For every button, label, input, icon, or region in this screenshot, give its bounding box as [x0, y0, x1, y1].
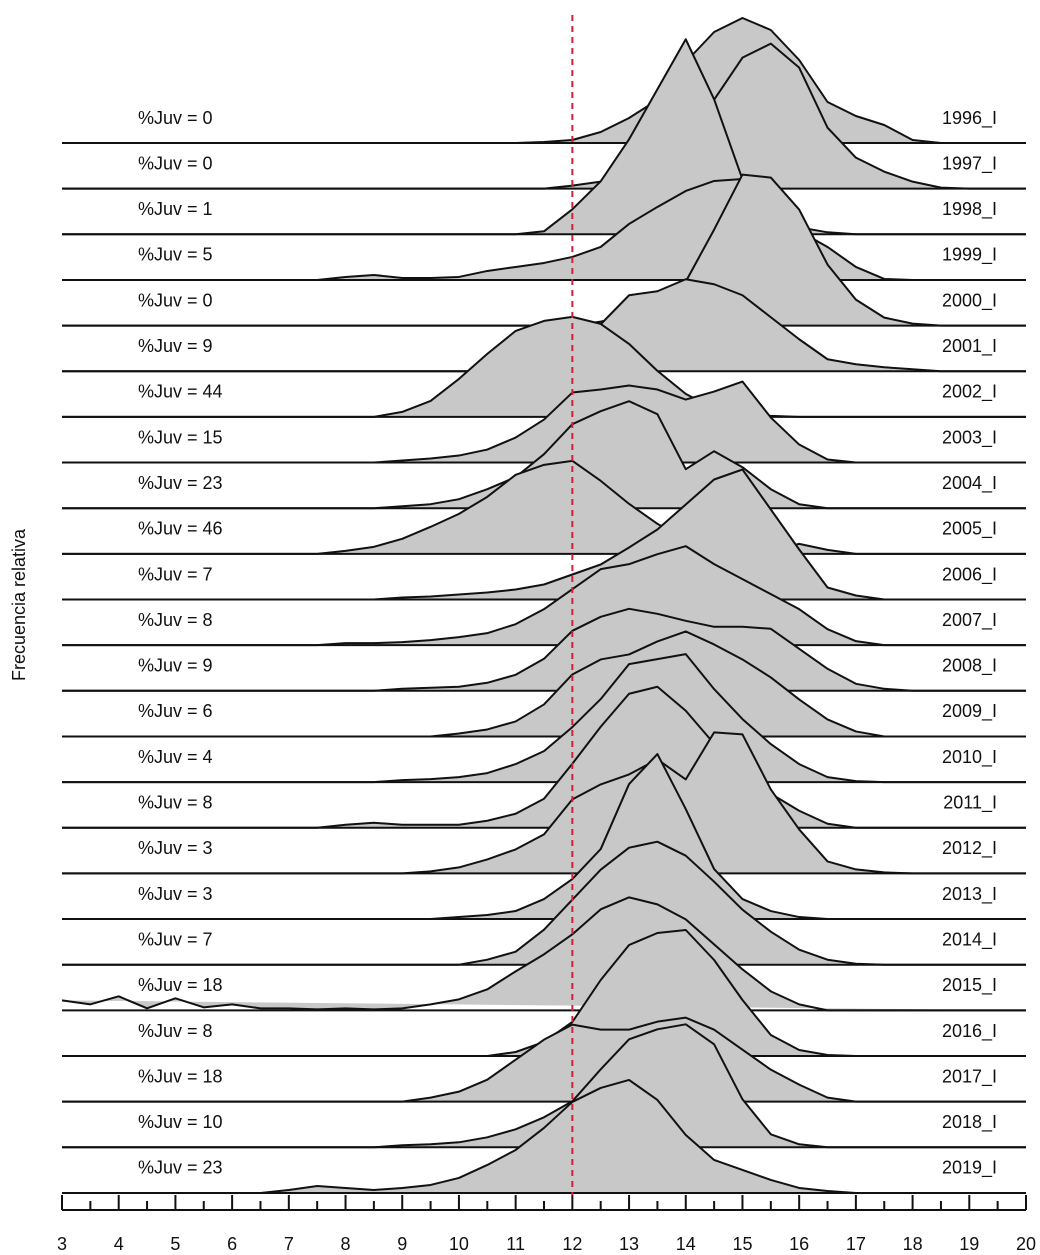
juv-label: %Juv = 3 — [138, 884, 213, 904]
x-tick-label: 7 — [284, 1234, 294, 1254]
juv-label: %Juv = 8 — [138, 610, 213, 630]
series-name: 2007_I — [942, 610, 997, 631]
series-name: 1998_I — [942, 199, 997, 220]
series-name: 2005_I — [942, 519, 997, 540]
juv-label: %Juv = 46 — [138, 519, 223, 539]
x-tick-label: 5 — [170, 1234, 180, 1254]
ridge — [62, 177, 1026, 281]
series-name: 2010_I — [942, 747, 997, 768]
juv-label: %Juv = 1 — [138, 199, 213, 219]
series-name: 2014_I — [942, 929, 997, 950]
series-name: 2002_I — [942, 382, 997, 403]
juv-label: %Juv = 44 — [138, 382, 223, 402]
juv-label: %Juv = 23 — [138, 473, 223, 493]
juv-label: %Juv = 0 — [138, 153, 213, 173]
x-tick-label: 10 — [449, 1234, 469, 1254]
x-tick-label: 12 — [562, 1234, 582, 1254]
juv-label: %Juv = 6 — [138, 701, 213, 721]
juv-label: %Juv = 9 — [138, 336, 213, 356]
juv-label: %Juv = 18 — [138, 1066, 223, 1086]
juv-label: %Juv = 8 — [138, 793, 213, 813]
x-tick-label: 16 — [789, 1234, 809, 1254]
series-name: 1996_I — [942, 108, 997, 129]
juv-label: %Juv = 5 — [138, 245, 213, 265]
juv-label: %Juv = 0 — [138, 290, 213, 310]
series-name: 2017_I — [942, 1066, 997, 1087]
x-tick-label: 9 — [397, 1234, 407, 1254]
series-name: 2016_I — [942, 1021, 997, 1042]
series-name: 2012_I — [942, 838, 997, 859]
x-tick-label: 8 — [341, 1234, 351, 1254]
series-name: 1997_I — [942, 153, 997, 174]
x-tick-label: 14 — [676, 1234, 696, 1254]
series-name: 2019_I — [942, 1158, 997, 1179]
series-name: 2018_I — [942, 1112, 997, 1133]
series-name: 2003_I — [942, 427, 997, 448]
series-name: 2015_I — [942, 975, 997, 996]
series-name: 2013_I — [942, 884, 997, 905]
x-tick-label: 17 — [846, 1234, 866, 1254]
series-name: 2001_I — [942, 336, 997, 357]
series-name: 2009_I — [942, 701, 997, 722]
x-tick-label: 6 — [227, 1234, 237, 1254]
juv-label: %Juv = 18 — [138, 975, 223, 995]
x-tick-label: 4 — [114, 1234, 124, 1254]
series-name: 2008_I — [942, 656, 997, 677]
x-tick-label: 19 — [959, 1234, 979, 1254]
x-tick-label: 3 — [57, 1234, 67, 1254]
juv-label: %Juv = 7 — [138, 929, 213, 949]
series-name: 2011_I — [943, 793, 997, 814]
juv-label: %Juv = 3 — [138, 838, 213, 858]
series-name: 1999_I — [942, 245, 997, 266]
series-name: 2000_I — [942, 290, 997, 311]
y-axis-label: Frecuencia relativa — [9, 528, 29, 681]
juv-label: %Juv = 23 — [138, 1158, 223, 1178]
series-name: 2006_I — [942, 564, 997, 585]
juv-label: %Juv = 0 — [138, 108, 213, 128]
juv-label: %Juv = 8 — [138, 1021, 213, 1041]
x-tick-label: 18 — [903, 1234, 923, 1254]
x-tick-label: 11 — [506, 1234, 525, 1254]
juv-label: %Juv = 15 — [138, 427, 223, 447]
juv-label: %Juv = 4 — [138, 747, 213, 767]
juv-label: %Juv = 10 — [138, 1112, 223, 1132]
juv-label: %Juv = 7 — [138, 564, 213, 584]
juv-label: %Juv = 9 — [138, 656, 213, 676]
x-tick-label: 15 — [732, 1234, 752, 1254]
series-name: 2004_I — [942, 473, 997, 494]
x-tick-label: 20 — [1016, 1234, 1036, 1254]
x-tick-label: 13 — [619, 1234, 639, 1254]
